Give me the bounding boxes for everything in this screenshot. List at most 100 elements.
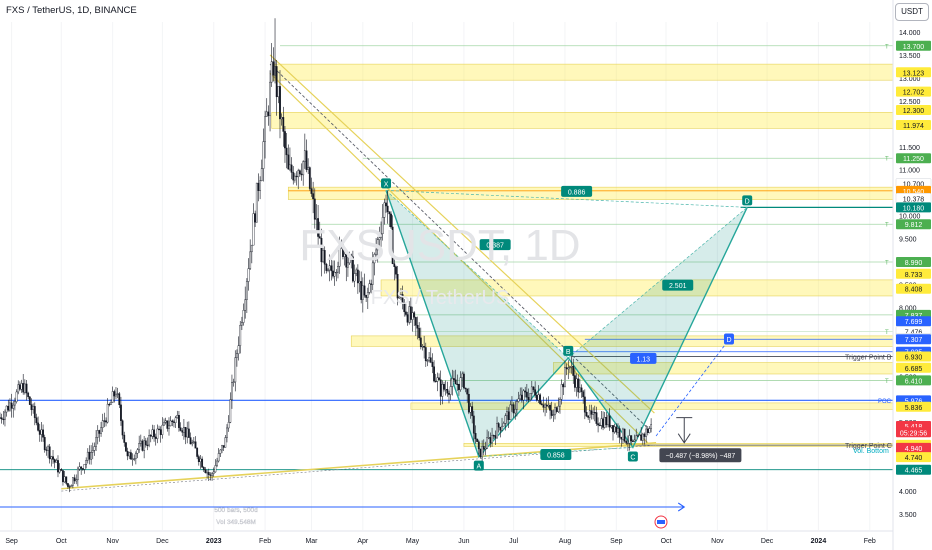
candle-body <box>221 445 223 451</box>
y-tick-label: 9.500 <box>899 237 917 244</box>
candle-body <box>10 402 13 409</box>
candle-body <box>312 193 315 200</box>
candle-body <box>183 426 185 433</box>
candle-body <box>613 426 616 433</box>
candle-body <box>300 173 303 176</box>
price-tag <box>896 351 931 362</box>
candle-body <box>68 486 71 488</box>
candle-body <box>43 437 46 450</box>
price-tag <box>896 362 931 373</box>
candle-body <box>588 410 591 418</box>
price-tag-label: 4.940 <box>905 446 923 453</box>
candle-body <box>562 384 565 388</box>
candle-body <box>121 420 124 436</box>
candle-body <box>342 244 344 257</box>
candle-body <box>305 150 308 170</box>
candle-body <box>522 390 525 401</box>
candle-body <box>641 433 644 441</box>
candle-body <box>617 428 619 433</box>
candle-body <box>134 453 137 459</box>
candle-body <box>267 111 270 116</box>
candle-body <box>156 428 159 439</box>
candle-body <box>429 357 432 363</box>
candle-body <box>105 420 107 423</box>
candle-body <box>525 391 528 398</box>
candle-body <box>627 442 629 445</box>
candle-body <box>159 429 162 435</box>
candle-body <box>322 250 324 263</box>
candle-body <box>197 456 200 463</box>
candle-body <box>184 426 187 438</box>
candle-body <box>328 265 331 271</box>
candle-body <box>191 442 194 445</box>
candle-body <box>270 61 273 83</box>
candle-body <box>265 111 268 117</box>
pattern-ratio-badge <box>561 185 593 197</box>
candle-body <box>98 430 101 434</box>
candle-body <box>42 429 44 438</box>
candle-body <box>242 310 245 323</box>
candle-body <box>426 360 429 362</box>
price-tag <box>896 268 931 279</box>
candle-body <box>81 468 84 470</box>
candle-body <box>111 391 114 403</box>
candle-body <box>358 281 361 284</box>
candle-body <box>514 408 517 414</box>
candle-body <box>158 428 160 430</box>
candle-body <box>149 434 152 437</box>
target-marker: T <box>885 157 889 163</box>
candle-body <box>100 427 102 434</box>
trend-line <box>269 54 655 414</box>
candle-body <box>555 407 558 412</box>
candle-body <box>511 404 513 406</box>
candle-body <box>106 403 109 423</box>
candle-body <box>28 396 31 405</box>
candle-body <box>67 483 69 487</box>
candle-body <box>91 450 94 453</box>
candle-body <box>275 66 278 98</box>
candle-body <box>559 399 561 407</box>
price-tag-label: 4.465 <box>905 468 923 475</box>
price-tag-label: 4.740 <box>905 455 923 462</box>
candle-body <box>279 86 281 120</box>
price-tag-label: 6.685 <box>905 366 923 373</box>
candle-body <box>55 460 58 463</box>
candle-body <box>57 460 59 473</box>
price-tag <box>896 283 931 294</box>
price-tag-label: 11.974 <box>903 123 924 130</box>
price-tag-label: 5.836 <box>905 405 923 412</box>
candle-body <box>583 396 586 413</box>
candle-body <box>229 399 232 423</box>
candle-body <box>323 250 326 265</box>
candle-body <box>506 411 508 416</box>
candle-body <box>285 147 288 156</box>
candle-body <box>602 418 604 428</box>
candle-body <box>294 175 296 181</box>
candle-body <box>638 434 641 436</box>
candle-body <box>373 254 376 264</box>
candle-body <box>578 387 581 393</box>
candle-body <box>95 437 97 447</box>
candle-body <box>648 428 651 433</box>
volume-label: Vol 349.548M <box>216 519 256 526</box>
candle-body <box>370 283 373 285</box>
candle-body <box>17 384 20 393</box>
candle-body <box>303 150 306 162</box>
y-tick-label: 13.500 <box>899 53 921 60</box>
currency-button[interactable]: USDT <box>895 3 929 21</box>
candle-body <box>76 468 79 480</box>
measure-badge <box>659 448 742 463</box>
candle-body <box>186 428 189 438</box>
candle-body <box>469 406 472 413</box>
candle-body <box>491 435 493 444</box>
candle-body <box>347 262 349 268</box>
pattern-ratio-label: 2.501 <box>669 283 687 290</box>
candle-body <box>179 427 182 431</box>
candle-body <box>7 405 10 411</box>
candle-body <box>216 460 218 466</box>
candle-body <box>96 430 99 438</box>
candle-body <box>73 477 76 482</box>
candle-body <box>211 473 213 476</box>
candle-body <box>643 433 646 437</box>
